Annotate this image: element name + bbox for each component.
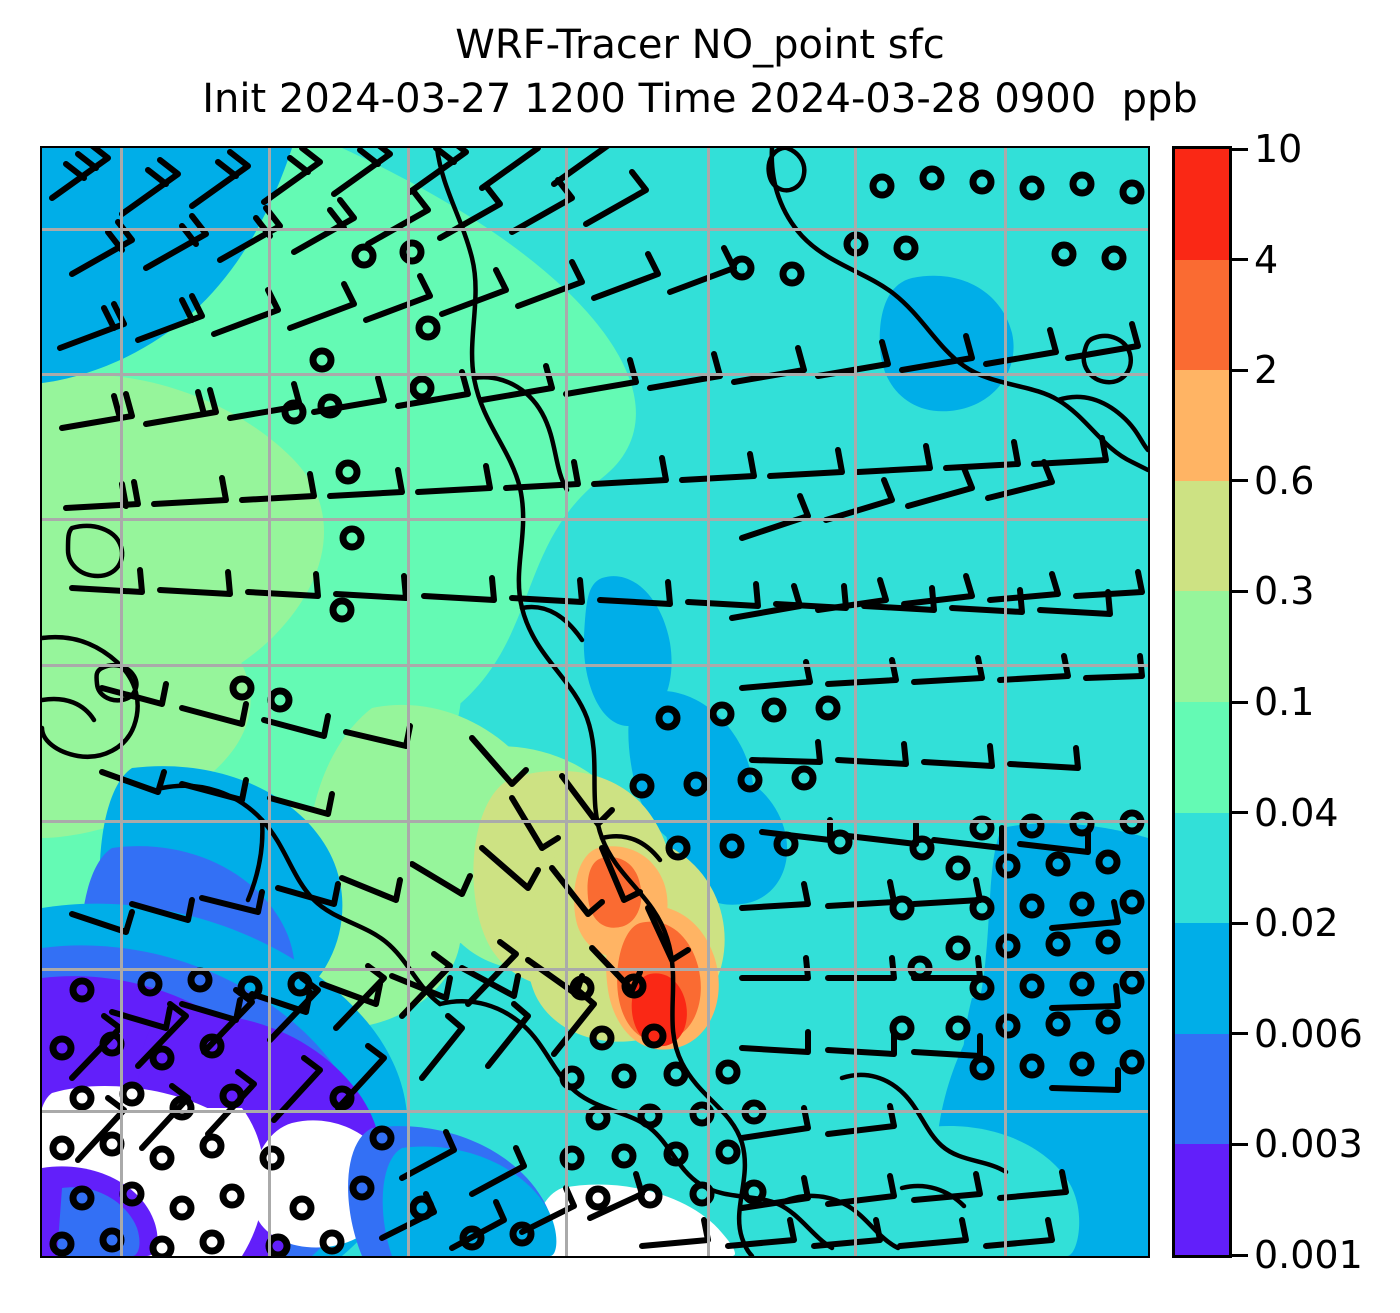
tracer-concentration-field — [42, 148, 1148, 1256]
colorbar-tick-label: 0.006 — [1254, 1011, 1363, 1056]
grid-line-horizontal — [42, 228, 1148, 231]
grid-line-vertical — [854, 148, 857, 1256]
grid-line-horizontal — [42, 664, 1148, 667]
grid-line-horizontal — [42, 518, 1148, 521]
colorbar-tick-label: 10 — [1254, 127, 1303, 171]
colorbar-tick-mark — [1232, 479, 1248, 483]
colorbar-tick-label: 2 — [1254, 348, 1279, 393]
grid-line-horizontal — [42, 820, 1148, 823]
colorbar-band — [1175, 812, 1229, 924]
colorbar-tick: 0.006 — [1232, 1015, 1363, 1053]
map-plot-area[interactable] — [40, 146, 1150, 1258]
colorbar-band — [1175, 149, 1229, 260]
colorbar-tick-label: 0.003 — [1254, 1122, 1363, 1167]
colorbar-tick: 0.3 — [1232, 572, 1314, 610]
colorbar-band — [1175, 701, 1229, 813]
colorbar-tick-mark — [1232, 811, 1248, 815]
grid-line-vertical — [565, 148, 568, 1256]
colorbar-band — [1175, 370, 1229, 481]
colorbar-tick-mark — [1232, 1253, 1248, 1257]
grid-line-horizontal — [42, 373, 1148, 376]
colorbar-tick: 0.1 — [1232, 683, 1314, 721]
colorbar-tick-group: 10 4 2 0.6 0.3 0.1 0.04 0.02 0.006 0.003 0.001 — [1232, 130, 1400, 1274]
colorbar-band — [1175, 591, 1229, 702]
colorbar-tick-mark — [1232, 368, 1248, 372]
colorbar-band — [1175, 259, 1229, 371]
colorbar-tick-mark — [1232, 1142, 1248, 1146]
grid-line-vertical — [1004, 148, 1007, 1256]
grid-line-horizontal — [42, 968, 1148, 971]
colorbar-tick-label: 0.3 — [1254, 569, 1315, 614]
colorbar-tick: 2 — [1232, 351, 1278, 389]
grid-line-vertical — [120, 148, 123, 1256]
colorbar-tick-label: 0.1 — [1254, 680, 1315, 724]
colorbar-tick-label: 0.04 — [1254, 790, 1339, 835]
grid-line-vertical — [707, 148, 710, 1256]
grid-line-vertical — [268, 148, 271, 1256]
colorbar-tick-mark — [1232, 147, 1248, 151]
colorbar-tick-mark — [1232, 700, 1248, 704]
colorbar-tick: 0.04 — [1232, 794, 1339, 832]
colorbar-tick: 0.02 — [1232, 904, 1339, 942]
title-line-2: Init 2024-03-27 1200 Time 2024-03-28 090… — [202, 76, 1198, 122]
colorbar-band — [1175, 1144, 1229, 1255]
colorbar-tick: 0.6 — [1232, 462, 1314, 500]
grid-line-horizontal — [42, 1110, 1148, 1113]
colorbar-band — [1175, 480, 1229, 592]
colorbar-tick-mark — [1232, 589, 1248, 593]
title-line-1: WRF-Tracer NO_point sfc — [455, 22, 945, 68]
grid-line-vertical — [407, 148, 410, 1256]
colorbar-tick-mark — [1232, 921, 1248, 925]
colorbar-tick: 10 — [1232, 130, 1302, 168]
field-contour-bands — [42, 148, 1148, 1256]
colorbar-tick: 4 — [1232, 241, 1278, 279]
colorbar-tick-mark — [1232, 258, 1248, 262]
colorbar-tick-label: 4 — [1254, 237, 1279, 282]
colorbar-tick-label: 0.6 — [1254, 458, 1315, 503]
colorbar-tick: 0.003 — [1232, 1125, 1363, 1163]
colorbar-tick-label: 0.02 — [1254, 901, 1339, 946]
colorbar-band — [1175, 923, 1229, 1034]
colorbar-band — [1175, 1033, 1229, 1145]
colorbar-tick-mark — [1232, 1032, 1248, 1036]
colorbar-tick: 0.001 — [1232, 1236, 1363, 1274]
colorbar[interactable] — [1172, 146, 1232, 1258]
colorbar-tick-label: 0.001 — [1254, 1233, 1363, 1277]
figure-title: WRF-Tracer NO_point sfc Init 2024-03-27 … — [0, 18, 1400, 126]
